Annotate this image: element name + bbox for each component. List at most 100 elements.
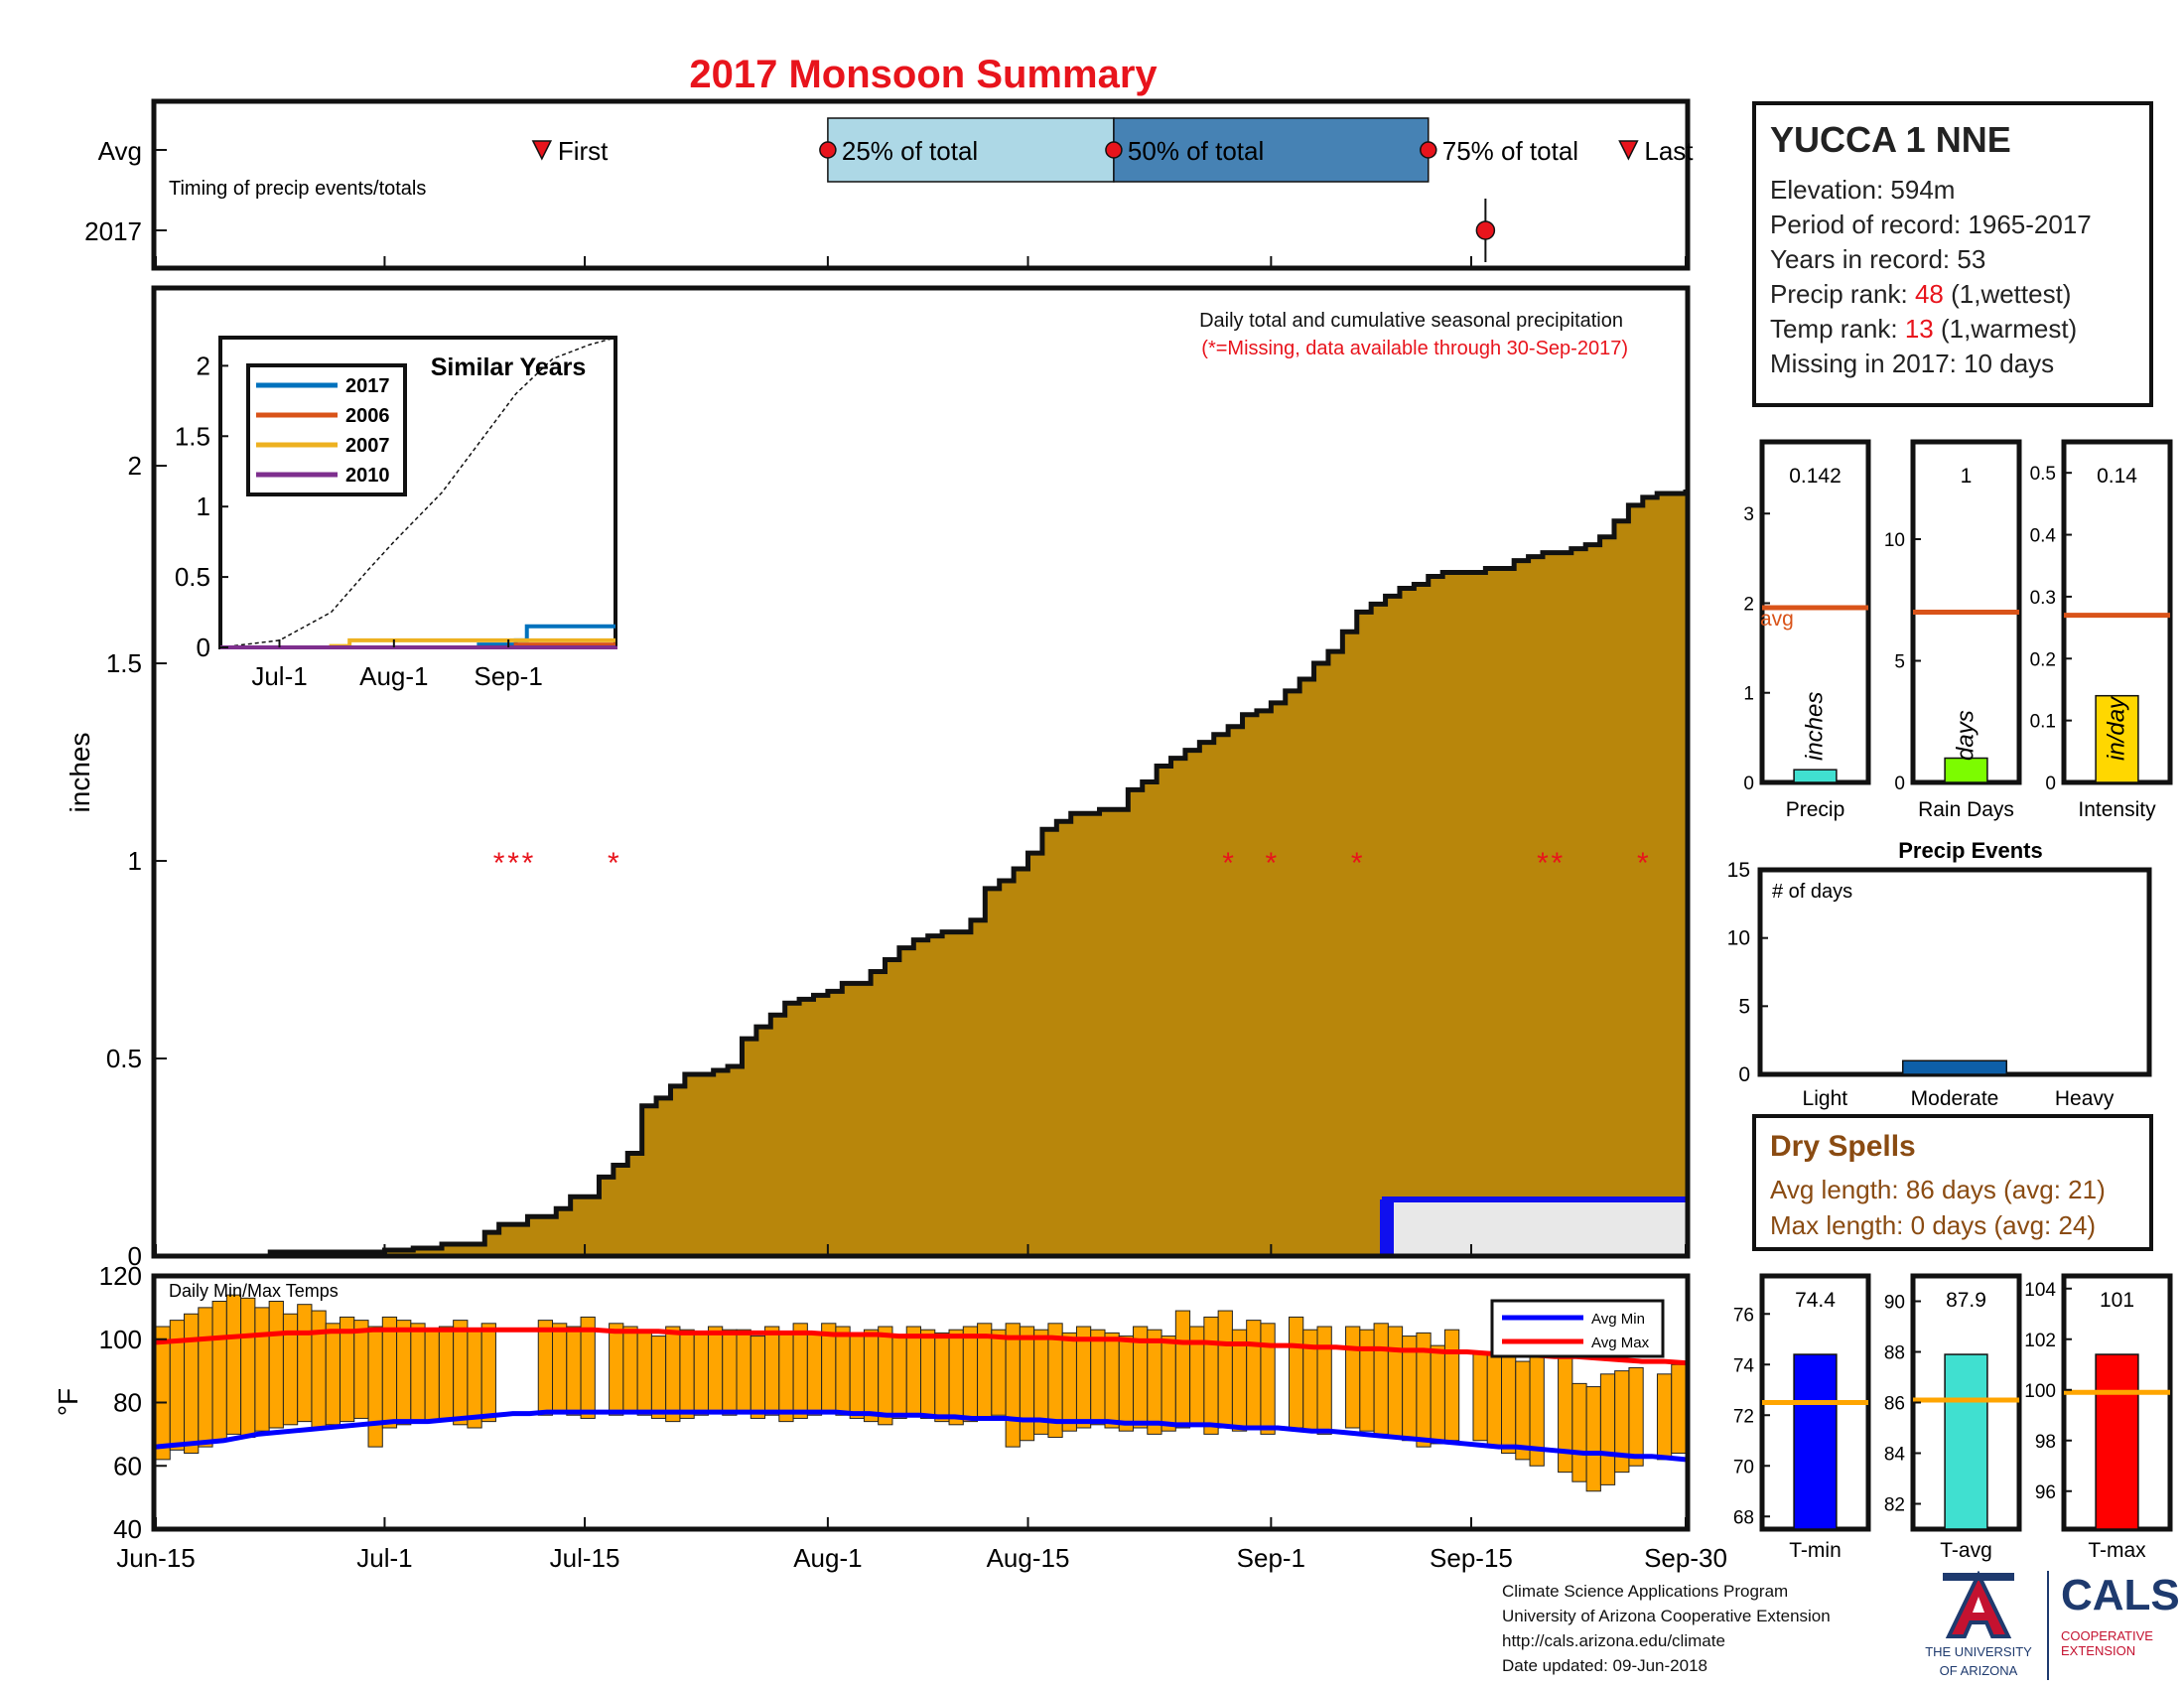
temp-range-bar bbox=[863, 1329, 880, 1423]
precip-avg-label: avg bbox=[1760, 608, 1794, 631]
events-category-label: Light bbox=[1803, 1087, 1848, 1110]
missing-marker: * bbox=[1552, 847, 1564, 880]
station-elevation: Elevation: 594m bbox=[1770, 175, 1956, 205]
inset-ytick-label: 1 bbox=[197, 492, 210, 521]
temp-range-bar bbox=[934, 1332, 950, 1423]
temp-range-bar bbox=[778, 1332, 794, 1423]
events-ytick-label: 5 bbox=[1738, 995, 1750, 1018]
temp-ytick-label: 40 bbox=[113, 1514, 142, 1544]
temp-summary-ytick-label: 70 bbox=[1733, 1457, 1754, 1477]
q75-label: 75% of total bbox=[1442, 136, 1578, 166]
temp-range-bar bbox=[1373, 1323, 1389, 1435]
temp-summary-bar bbox=[1793, 1353, 1838, 1530]
missing-period-edge bbox=[1380, 1199, 1394, 1256]
season-mini-bars: 0.142 Precip inches 0 1 2 3 1 Rain Days days 0 5 10 0… bbox=[1743, 439, 2173, 821]
temp-range-bar bbox=[948, 1329, 964, 1426]
precip-y-axis: 0 0.5 1 1.5 2 bbox=[106, 451, 167, 1271]
inset-title: Similar Years bbox=[431, 353, 587, 381]
date-xtick-label: Sep-1 bbox=[1237, 1543, 1305, 1573]
temp-range-bar bbox=[1345, 1326, 1361, 1429]
temp-range-bar bbox=[396, 1320, 412, 1426]
precip-rank-label: Precip rank: bbox=[1770, 279, 1915, 309]
temp-range-bar bbox=[297, 1304, 313, 1423]
events-ytick-label: 15 bbox=[1727, 859, 1750, 882]
precip-ytick-label: 1.5 bbox=[106, 648, 142, 678]
temp-summary-ytick-label: 100 bbox=[2024, 1381, 2056, 1402]
temp-range-bar bbox=[1075, 1326, 1092, 1429]
temp-summary-ytick-label: 102 bbox=[2024, 1331, 2056, 1351]
temp-range-bar bbox=[1585, 1386, 1601, 1492]
temp-range-bar bbox=[679, 1329, 695, 1419]
dry-spells-box: Dry Spells Avg length: 86 days (avg: 21)… bbox=[1752, 1114, 2153, 1251]
station-name: YUCCA 1 NNE bbox=[1770, 119, 2011, 160]
intensity-mini-bar bbox=[2095, 694, 2139, 783]
precip-panel: * * * * * * * * * * 00.511.52 inches Daily total … bbox=[65, 285, 1691, 1271]
inset-xtick-label: Jul-1 bbox=[251, 661, 307, 691]
missing-marker: * bbox=[1351, 847, 1363, 880]
first-marker bbox=[531, 140, 553, 161]
temp-range-bar bbox=[1019, 1326, 1035, 1442]
precip-category-label: Precip bbox=[1786, 798, 1845, 821]
raindays-value-label: 1 bbox=[1961, 465, 1973, 488]
station-years: Years in record: 53 bbox=[1770, 244, 1986, 274]
temp-range-bar bbox=[693, 1332, 709, 1416]
temp-range-bar bbox=[1246, 1320, 1262, 1429]
temp-range-bar bbox=[211, 1301, 227, 1442]
temp-range-bar bbox=[1160, 1336, 1176, 1432]
last-label: Last bbox=[1644, 136, 1694, 166]
q25-marker bbox=[819, 141, 837, 159]
credits-line3: http://cals.arizona.edu/climate bbox=[1502, 1631, 1725, 1650]
temp-range-bar bbox=[1443, 1329, 1460, 1442]
temp-panel: Daily Min/Max Temps Avg Min Avg Max 40 60… bbox=[53, 256, 1727, 1573]
inset-legend-label: 2006 bbox=[345, 405, 390, 427]
temp-range-bar bbox=[438, 1326, 455, 1419]
temp-range-bar bbox=[1174, 1310, 1191, 1429]
temp-range-bar bbox=[665, 1326, 681, 1423]
precip-frame bbox=[151, 285, 1691, 1259]
missing-marker: * bbox=[507, 847, 519, 880]
precip-rank-value: 48 bbox=[1914, 279, 1944, 309]
temp-range-bar bbox=[225, 1294, 242, 1435]
temp-summary-ytick-label: 68 bbox=[1733, 1507, 1754, 1528]
inset-ytick-label: 0 bbox=[197, 633, 210, 662]
temp-range-bar bbox=[1387, 1326, 1404, 1439]
dry-spells-max: Max length: 0 days (avg: 24) bbox=[1770, 1210, 2097, 1240]
temp-range-bar bbox=[707, 1326, 724, 1413]
avg-min-label: Avg Min bbox=[1591, 1311, 1645, 1328]
temp-range-bar bbox=[650, 1336, 667, 1419]
temp-summary-ytick-label: 88 bbox=[1884, 1343, 1905, 1364]
events-frame bbox=[1757, 867, 2152, 1077]
temp-summary-ytick-label: 72 bbox=[1733, 1406, 1754, 1427]
temp-summary-ytick-label: 86 bbox=[1884, 1394, 1905, 1415]
temp-y-axis: 40 60 80 100 120 bbox=[99, 1261, 167, 1544]
temp-range-bar bbox=[410, 1323, 426, 1423]
date-xtick-label: Sep-30 bbox=[1644, 1543, 1727, 1573]
temp-summary-bar bbox=[2095, 1353, 2139, 1530]
temp-range-bar bbox=[467, 1329, 482, 1429]
temp-range-bar bbox=[1288, 1316, 1304, 1429]
temp-range-bar bbox=[1316, 1326, 1332, 1435]
station-info-box: YUCCA 1 NNE Elevation: 594m Period of re… bbox=[1752, 101, 2153, 407]
temp-range-bar bbox=[722, 1329, 738, 1416]
temp-ytick-label: 80 bbox=[113, 1388, 142, 1418]
credits: Climate Science Applications Program Uni… bbox=[1502, 1579, 1831, 1678]
events-category-label: Moderate bbox=[1911, 1087, 1999, 1110]
intensity-ytick-label: 0.2 bbox=[2030, 649, 2056, 670]
temp-range-bar bbox=[1260, 1323, 1276, 1435]
temp-summary-value-label: 87.9 bbox=[1946, 1289, 1986, 1312]
timing-box-25-50 bbox=[827, 117, 1115, 183]
temp-range-bar bbox=[1558, 1357, 1573, 1474]
station-period: Period of record: 1965-2017 bbox=[1770, 210, 2092, 239]
year-marker bbox=[1475, 220, 1496, 240]
temp-range-bar bbox=[367, 1326, 383, 1448]
temp-summary-ytick-label: 96 bbox=[2035, 1482, 2056, 1503]
temp-lines bbox=[155, 1327, 1687, 1463]
precip-ytick-label: 3 bbox=[1743, 504, 1754, 525]
temp-legend-box bbox=[1490, 1299, 1665, 1358]
missing-marker: * bbox=[1537, 847, 1549, 880]
cals-logo: CALS COOPERATIVE EXTENSION bbox=[2047, 1571, 2180, 1680]
temp-range-bar bbox=[849, 1336, 865, 1419]
temp-summary-ytick-label: 74 bbox=[1733, 1355, 1755, 1376]
temp-range-bar bbox=[1571, 1382, 1587, 1482]
precip-caption: Daily total and cumulative seasonal prec… bbox=[1199, 310, 1623, 332]
